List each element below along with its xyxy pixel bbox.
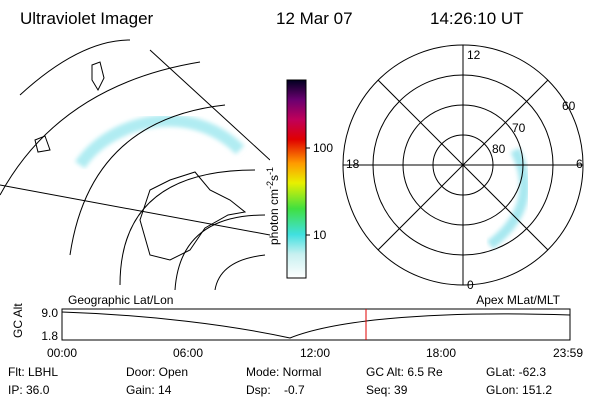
status-field: Mode: Normal (246, 365, 321, 379)
x-tick-label: 00:00 (47, 346, 77, 360)
polar-plot: 12 18 6 0 60 70 80 (342, 44, 584, 292)
plot-label: Apex MLat/MLT (476, 293, 560, 307)
x-tick-label: 06:00 (173, 346, 203, 360)
date: 12 Mar 07 (276, 9, 353, 28)
y-tick-label: 1.8 (41, 329, 58, 343)
status-field: Door: Open (126, 365, 188, 379)
colorbar-tick: 100 (313, 141, 333, 155)
altitude-plot: Geographic Lat/Lon Apex MLat/MLT GC Alt … (11, 293, 583, 360)
x-tick-label: 12:00 (300, 346, 330, 360)
mlt-label: 6 (576, 157, 583, 171)
y-label: GC Alt (11, 303, 25, 338)
status-field: Gain: 14 (126, 383, 172, 397)
status-field: GC Alt: 6.5 Re (366, 365, 443, 379)
mlt-label: 0 (467, 278, 474, 292)
colorbar (286, 79, 307, 279)
time: 14:26:10 UT (430, 9, 524, 28)
title: Ultraviolet Imager (20, 9, 154, 28)
status-field: GLat: -62.3 (486, 365, 546, 379)
mlt-label: 18 (346, 157, 360, 171)
colorbar-tick: 10 (313, 228, 327, 242)
colorbar-label: photon cm-2s-1 (265, 167, 281, 245)
status-field: Flt: LBHL (8, 365, 58, 379)
status-field: Seq: 39 (366, 383, 408, 397)
x-tick-label: 23:59 (553, 346, 583, 360)
status-field: Dsp: -0.7 (246, 383, 305, 397)
plot-label: Geographic Lat/Lon (68, 293, 173, 307)
footer: Flt: LBHL Door: Open Mode: Normal GC Alt: 6… (8, 365, 552, 397)
map (0, 39, 270, 290)
y-tick-label: 9.0 (41, 306, 58, 320)
lat-label: 60 (562, 99, 576, 113)
status-field: IP: 36.0 (8, 383, 50, 397)
lat-label: 70 (512, 121, 526, 135)
mlt-label: 12 (467, 48, 481, 62)
status-field: GLon: 151.2 (486, 383, 552, 397)
lat-label: 80 (492, 142, 506, 156)
x-tick-label: 18:00 (426, 346, 456, 360)
